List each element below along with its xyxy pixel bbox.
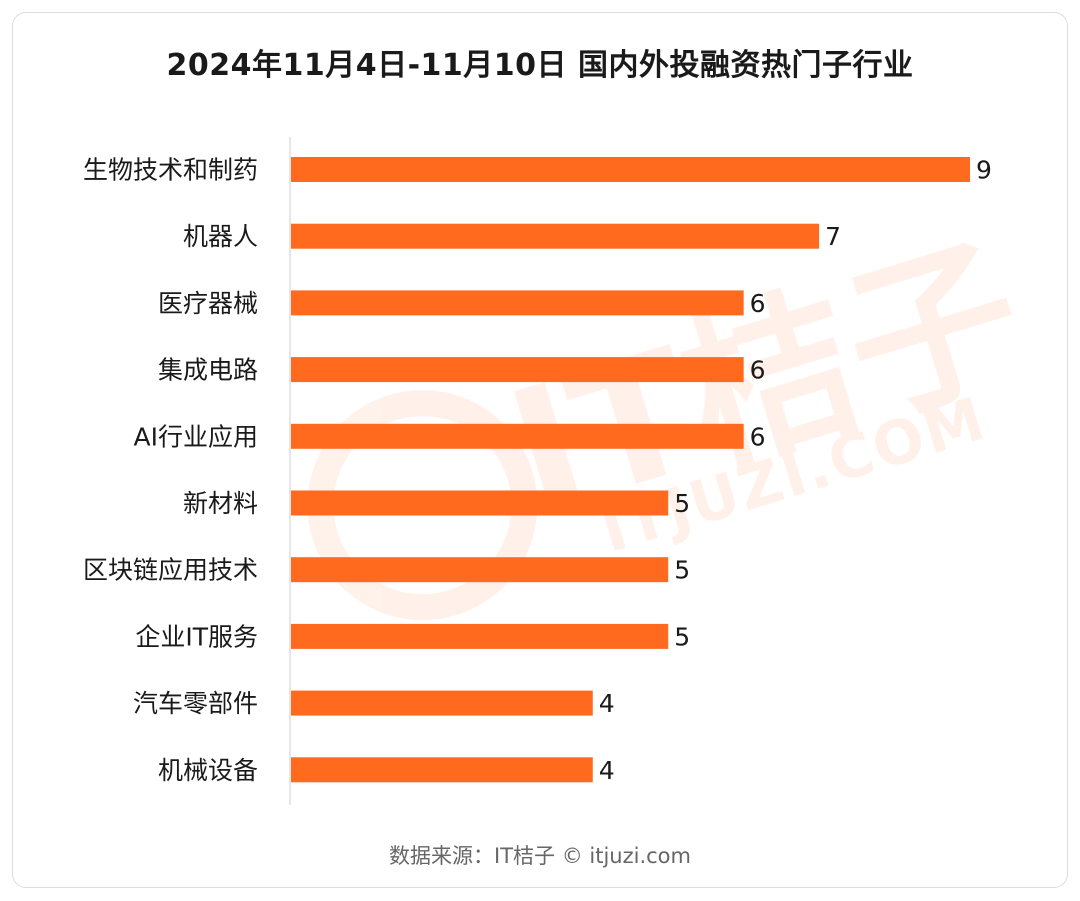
value-label-3: 6	[750, 289, 766, 318]
bar-3	[291, 290, 744, 316]
bar-9	[291, 690, 593, 716]
value-label-4: 6	[750, 356, 766, 385]
category-label-5: AI行业应用	[134, 422, 258, 451]
category-label-1: 生物技术和制药	[83, 156, 258, 185]
value-label-8: 5	[674, 622, 690, 651]
value-label-6: 5	[674, 489, 690, 518]
bar-1	[291, 157, 970, 182]
category-label-9: 汽车零部件	[133, 689, 258, 718]
value-label-9: 4	[599, 689, 615, 718]
bar-5	[291, 423, 744, 449]
bar-8	[291, 623, 669, 649]
category-label-7: 区块链应用技术	[83, 556, 258, 585]
value-label-1: 9	[976, 156, 992, 185]
category-label-2: 机器人	[183, 222, 258, 251]
bar-10	[291, 757, 593, 783]
data-source: 数据来源：IT桔子 © itjuzi.com	[389, 844, 691, 868]
bar-2	[291, 223, 820, 249]
category-label-10: 机械设备	[158, 756, 258, 785]
bar-4	[291, 357, 744, 383]
bar-7	[291, 557, 669, 583]
value-label-10: 4	[599, 756, 615, 785]
category-label-6: 新材料	[183, 489, 258, 518]
value-label-2: 7	[825, 222, 841, 251]
value-label-5: 6	[750, 422, 766, 451]
bar-6	[291, 490, 669, 516]
bars-group: 生物技术和制药 9 机器人 7 医疗器械 6 集成电路 6 AI行业应用 6 新材料 5 区块链应用技术…	[83, 156, 992, 785]
value-label-7: 5	[674, 556, 690, 585]
category-label-8: 企业IT服务	[135, 622, 258, 651]
chart-title: 2024年11月4日-11月10日 国内外投融资热门子行业	[166, 48, 914, 83]
category-label-3: 医疗器械	[158, 289, 258, 318]
category-label-4: 集成电路	[158, 356, 258, 385]
